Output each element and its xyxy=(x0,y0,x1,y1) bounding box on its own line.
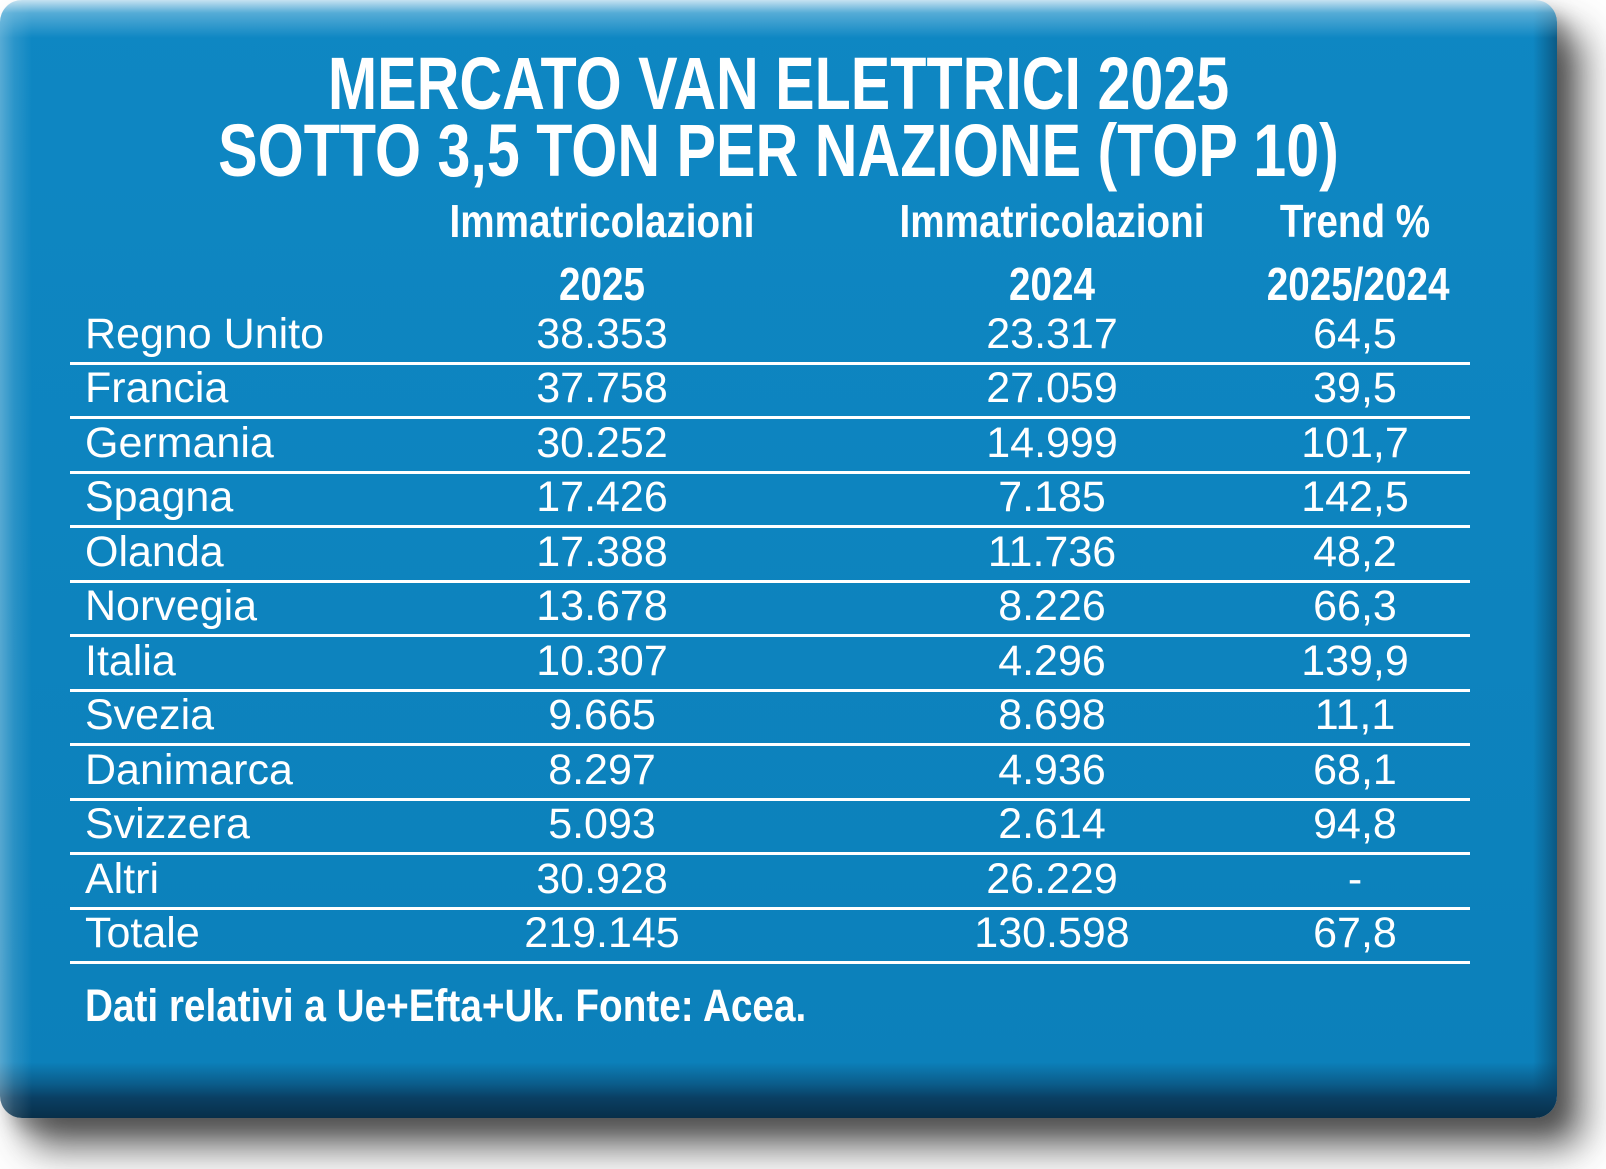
registrations-2024: 4.936 xyxy=(998,745,1106,794)
row-spacer xyxy=(1460,519,1470,525)
header-col-registrations-2025: Immatricolazioni 2025 xyxy=(350,198,854,307)
registrations-2025: 5.093 xyxy=(548,800,656,848)
header-col-country xyxy=(70,198,350,307)
header-2025-line-1: Immatricolazioni xyxy=(449,195,755,247)
registrations-2025: 219.145 xyxy=(524,909,680,957)
registrations-2025: 38.353 xyxy=(536,309,668,358)
header-2024-line-2: 2024 xyxy=(1009,258,1095,310)
row-spacer xyxy=(1460,410,1470,416)
table-body: Regno Unito 38.353 23.317 64,5 Francia 3… xyxy=(70,310,1470,964)
registrations-2024: 7.185 xyxy=(998,473,1106,521)
country-label: Spagna xyxy=(85,473,234,521)
table-header: Immatricolazioni 2025 Immatricolazioni 2… xyxy=(70,198,1470,307)
row-spacer xyxy=(1460,901,1470,907)
registrations-2025: 30.928 xyxy=(536,854,668,903)
country-label: Altri xyxy=(85,854,160,903)
table-row: Norvegia 13.678 8.226 66,3 xyxy=(70,582,1470,637)
header-2025-line-2: 2025 xyxy=(559,258,645,310)
country-label: Totale xyxy=(85,909,200,957)
country-label: Svizzera xyxy=(85,800,250,848)
chart-title-line-1: MERCATO VAN ELETTRICI 2025 xyxy=(327,42,1230,125)
registrations-2025: 13.678 xyxy=(536,582,668,630)
trend-percent: 139,9 xyxy=(1301,636,1409,685)
registrations-2024: 11.736 xyxy=(987,527,1117,576)
country-label: Italia xyxy=(85,636,176,685)
registrations-2025: 17.388 xyxy=(536,527,668,576)
trend-percent: 68,1 xyxy=(1313,745,1397,794)
registrations-2024: 26.229 xyxy=(986,854,1118,903)
country-label: Regno Unito xyxy=(85,309,325,358)
registrations-2024: 2.614 xyxy=(998,800,1106,848)
country-label: Olanda xyxy=(85,527,224,576)
table-row: Danimarca 8.297 4.936 68,1 xyxy=(70,746,1470,801)
row-spacer xyxy=(1460,792,1470,798)
country-label: Danimarca xyxy=(85,745,293,794)
chart-title: MERCATO VAN ELETTRICI 2025 SOTTO 3,5 TON… xyxy=(156,42,1402,192)
header-spacer xyxy=(1460,198,1470,307)
table-row: Totale 219.145 130.598 67,8 xyxy=(70,909,1470,964)
registrations-2024: 23.317 xyxy=(986,309,1118,358)
trend-percent: 94,8 xyxy=(1313,800,1397,848)
registrations-2025: 17.426 xyxy=(536,473,668,521)
table-row: Svezia 9.665 8.698 11,1 xyxy=(70,691,1470,746)
header-col-trend: Trend % 2025/2024 xyxy=(1250,198,1460,307)
registrations-2025: 9.665 xyxy=(548,691,656,739)
trend-percent: 66,3 xyxy=(1313,582,1397,630)
registrations-2024: 8.698 xyxy=(998,691,1106,739)
row-spacer xyxy=(1460,737,1470,743)
country-label: Norvegia xyxy=(85,582,258,630)
table-row: Altri 30.928 26.229 - xyxy=(70,855,1470,910)
table-row: Francia 37.758 27.059 39,5 xyxy=(70,364,1470,419)
row-spacer xyxy=(1460,846,1470,852)
chart-title-line-2: SOTTO 3,5 TON PER NAZIONE (TOP 10) xyxy=(218,109,1339,192)
row-spacer xyxy=(1460,628,1470,634)
trend-percent: 142,5 xyxy=(1301,473,1409,521)
trend-percent: 67,8 xyxy=(1313,909,1397,957)
registrations-2024: 14.999 xyxy=(986,418,1118,467)
header-2024-line-1: Immatricolazioni xyxy=(899,195,1205,247)
registrations-2024: 4.296 xyxy=(998,636,1106,685)
registrations-2025: 10.307 xyxy=(536,636,668,685)
row-spacer xyxy=(1460,955,1470,961)
header-trend-line-2: 2025/2024 xyxy=(1266,258,1450,310)
table-row: Italia 10.307 4.296 139,9 xyxy=(70,637,1470,692)
registrations-2024: 130.598 xyxy=(974,909,1130,957)
source-note: Dati relativi a Ue+Efta+Uk. Fonte: Acea. xyxy=(85,980,807,1031)
trend-percent: 64,5 xyxy=(1313,309,1397,358)
table-row: Svizzera 5.093 2.614 94,8 xyxy=(70,800,1470,855)
country-label: Francia xyxy=(85,364,229,412)
header-col-registrations-2024: Immatricolazioni 2024 xyxy=(854,198,1250,307)
registrations-2024: 27.059 xyxy=(986,364,1118,412)
trend-percent: 101,7 xyxy=(1301,418,1409,467)
trend-percent: 39,5 xyxy=(1313,364,1397,412)
registrations-2024: 8.226 xyxy=(998,582,1106,630)
table-row: Regno Unito 38.353 23.317 64,5 xyxy=(70,310,1470,365)
data-panel: MERCATO VAN ELETTRICI 2025 SOTTO 3,5 TON… xyxy=(0,0,1557,1118)
registrations-2025: 30.252 xyxy=(536,418,668,467)
table-row: Spagna 17.426 7.185 142,5 xyxy=(70,473,1470,528)
row-spacer xyxy=(1460,574,1470,580)
country-label: Svezia xyxy=(85,691,215,739)
country-label: Germania xyxy=(85,418,274,467)
table-row: Olanda 17.388 11.736 48,2 xyxy=(70,528,1470,583)
row-spacer xyxy=(1460,356,1470,362)
row-spacer xyxy=(1460,465,1470,471)
trend-percent: 48,2 xyxy=(1313,527,1397,576)
header-trend-line-1: Trend % xyxy=(1279,195,1431,247)
registrations-2025: 37.758 xyxy=(536,364,668,412)
registrations-2025: 8.297 xyxy=(548,745,656,794)
row-spacer xyxy=(1460,683,1470,689)
trend-percent: 11,1 xyxy=(1314,691,1396,739)
trend-percent: - xyxy=(1347,854,1363,903)
table-row: Germania 30.252 14.999 101,7 xyxy=(70,419,1470,474)
